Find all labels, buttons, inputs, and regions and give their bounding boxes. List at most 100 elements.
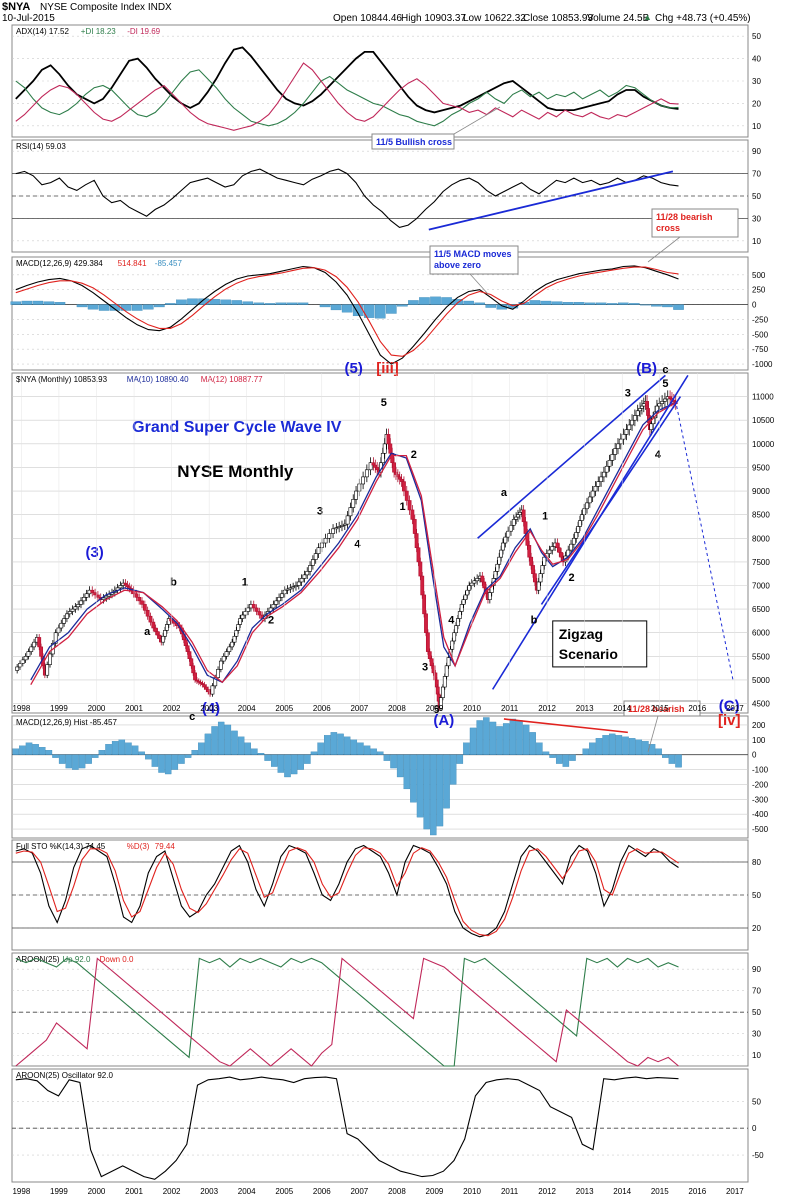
macd-hist-bar xyxy=(662,304,673,308)
candle-body xyxy=(472,580,477,584)
hist-bar xyxy=(52,754,59,758)
hist-bar xyxy=(211,726,218,755)
x-tick-label-bottom: 2003 xyxy=(200,1187,218,1196)
macd-hist-bar xyxy=(286,302,298,305)
macd-hist-bar xyxy=(319,304,331,308)
candle-body xyxy=(523,521,528,534)
x-tick-label-bottom: 2012 xyxy=(538,1187,556,1196)
candle-body xyxy=(509,524,513,532)
candle-body xyxy=(76,604,81,608)
y-tick-label: 20 xyxy=(752,924,761,933)
hist-bar xyxy=(171,754,179,770)
macd-annotation-text-0: 11/5 MACD moves xyxy=(434,249,512,259)
wave-label-17: 2 xyxy=(411,449,417,461)
hist-bar xyxy=(264,754,271,761)
series-stochastic--k xyxy=(15,844,679,938)
candle-body xyxy=(495,563,500,572)
hist-bar xyxy=(125,742,132,755)
wave-label-22: 1 xyxy=(542,510,548,522)
candle-body xyxy=(630,419,634,426)
macd-hist-bar xyxy=(154,304,165,308)
hist-bar xyxy=(635,739,643,755)
candle-body xyxy=(161,635,166,643)
candle-body xyxy=(95,594,100,598)
macd-hist-bar xyxy=(573,302,585,305)
x-tick-label-price: 1998 xyxy=(12,704,30,713)
scenario-label-0: Zigzag xyxy=(559,626,603,642)
candle-body xyxy=(296,581,301,586)
x-tick-label-price: 2003 xyxy=(200,704,218,713)
hist-bar xyxy=(257,753,265,755)
series-adx-adx xyxy=(15,46,679,114)
candle-body xyxy=(467,585,472,591)
candle-body xyxy=(475,578,480,582)
wave-label-24: 2 xyxy=(568,572,574,584)
candle-body xyxy=(101,597,106,600)
x-tick-label-bottom: 2011 xyxy=(501,1187,519,1196)
candle-body xyxy=(277,597,281,602)
candle-body xyxy=(140,600,144,605)
macd-hist-bar xyxy=(143,304,154,310)
x-tick-label-bottom: 2005 xyxy=(275,1187,293,1196)
candle-body xyxy=(422,594,427,615)
candle-body xyxy=(578,520,582,527)
hist-bar xyxy=(377,751,384,755)
y-tick-label: -250 xyxy=(752,315,769,324)
macd-hist-bar xyxy=(253,302,265,305)
macd-hist-bar xyxy=(187,298,198,305)
adx-annotation-text-0: 11/5 Bullish cross xyxy=(376,137,452,147)
y-tick-label: 7000 xyxy=(752,582,770,591)
x-tick-label-bottom: 2017 xyxy=(726,1187,744,1196)
x-tick-label-price: 2016 xyxy=(688,704,706,713)
hist-bar xyxy=(204,733,212,755)
x-tick-label-bottom: 2016 xyxy=(688,1187,706,1196)
y-tick-label: 50 xyxy=(752,1097,761,1106)
x-tick-label-price: 1999 xyxy=(50,704,68,713)
candle-body xyxy=(185,645,190,652)
hist-bar xyxy=(529,732,536,755)
hist-bar xyxy=(151,754,159,767)
candle-body xyxy=(382,443,387,454)
macd-hist-bar xyxy=(275,302,287,305)
candle-body xyxy=(348,507,353,517)
hist-bar xyxy=(45,750,53,755)
candle-body xyxy=(442,676,447,688)
y-tick-label: 0 xyxy=(752,751,757,760)
hist-bar xyxy=(32,744,39,755)
hist-bar xyxy=(463,742,470,755)
hist-annotation-text-0: 11/28 bearish xyxy=(628,704,685,714)
candle-body xyxy=(547,549,552,554)
hist-bar xyxy=(92,754,99,758)
candle-body xyxy=(271,604,276,609)
candle-body xyxy=(542,556,547,566)
candle-body xyxy=(604,465,609,473)
candle-body xyxy=(183,639,188,647)
macd-hist-bar xyxy=(54,302,66,305)
legend-macd_hist-0: MACD(12,26,9) Hist -85.457 xyxy=(16,718,117,727)
candle-body xyxy=(137,597,142,602)
candle-body xyxy=(221,656,226,662)
hist-bar xyxy=(224,724,232,755)
candle-body xyxy=(649,423,654,430)
candle-body xyxy=(582,508,587,515)
candle-body xyxy=(616,443,620,449)
candle-body xyxy=(587,496,592,504)
full-name-label: NYSE Composite Index INDX xyxy=(40,2,172,13)
wave-label-3: [iii] xyxy=(376,360,399,377)
macd-hist-bar xyxy=(43,301,55,305)
candle-body xyxy=(559,552,564,558)
hist-bar xyxy=(310,751,318,755)
candle-body xyxy=(585,502,589,510)
candle-body xyxy=(536,581,541,591)
candle-body xyxy=(53,632,58,644)
macd-hist-bar xyxy=(165,303,176,305)
hist-bar xyxy=(370,748,377,755)
rsi-annotation-pointer xyxy=(647,236,681,263)
candle-body xyxy=(227,646,232,652)
candle-body xyxy=(450,640,455,650)
hist-bar xyxy=(131,745,139,755)
macd-hist-bar xyxy=(595,302,607,305)
candle-body xyxy=(660,401,665,404)
candle-body xyxy=(397,476,402,480)
hist-bar xyxy=(675,754,682,768)
